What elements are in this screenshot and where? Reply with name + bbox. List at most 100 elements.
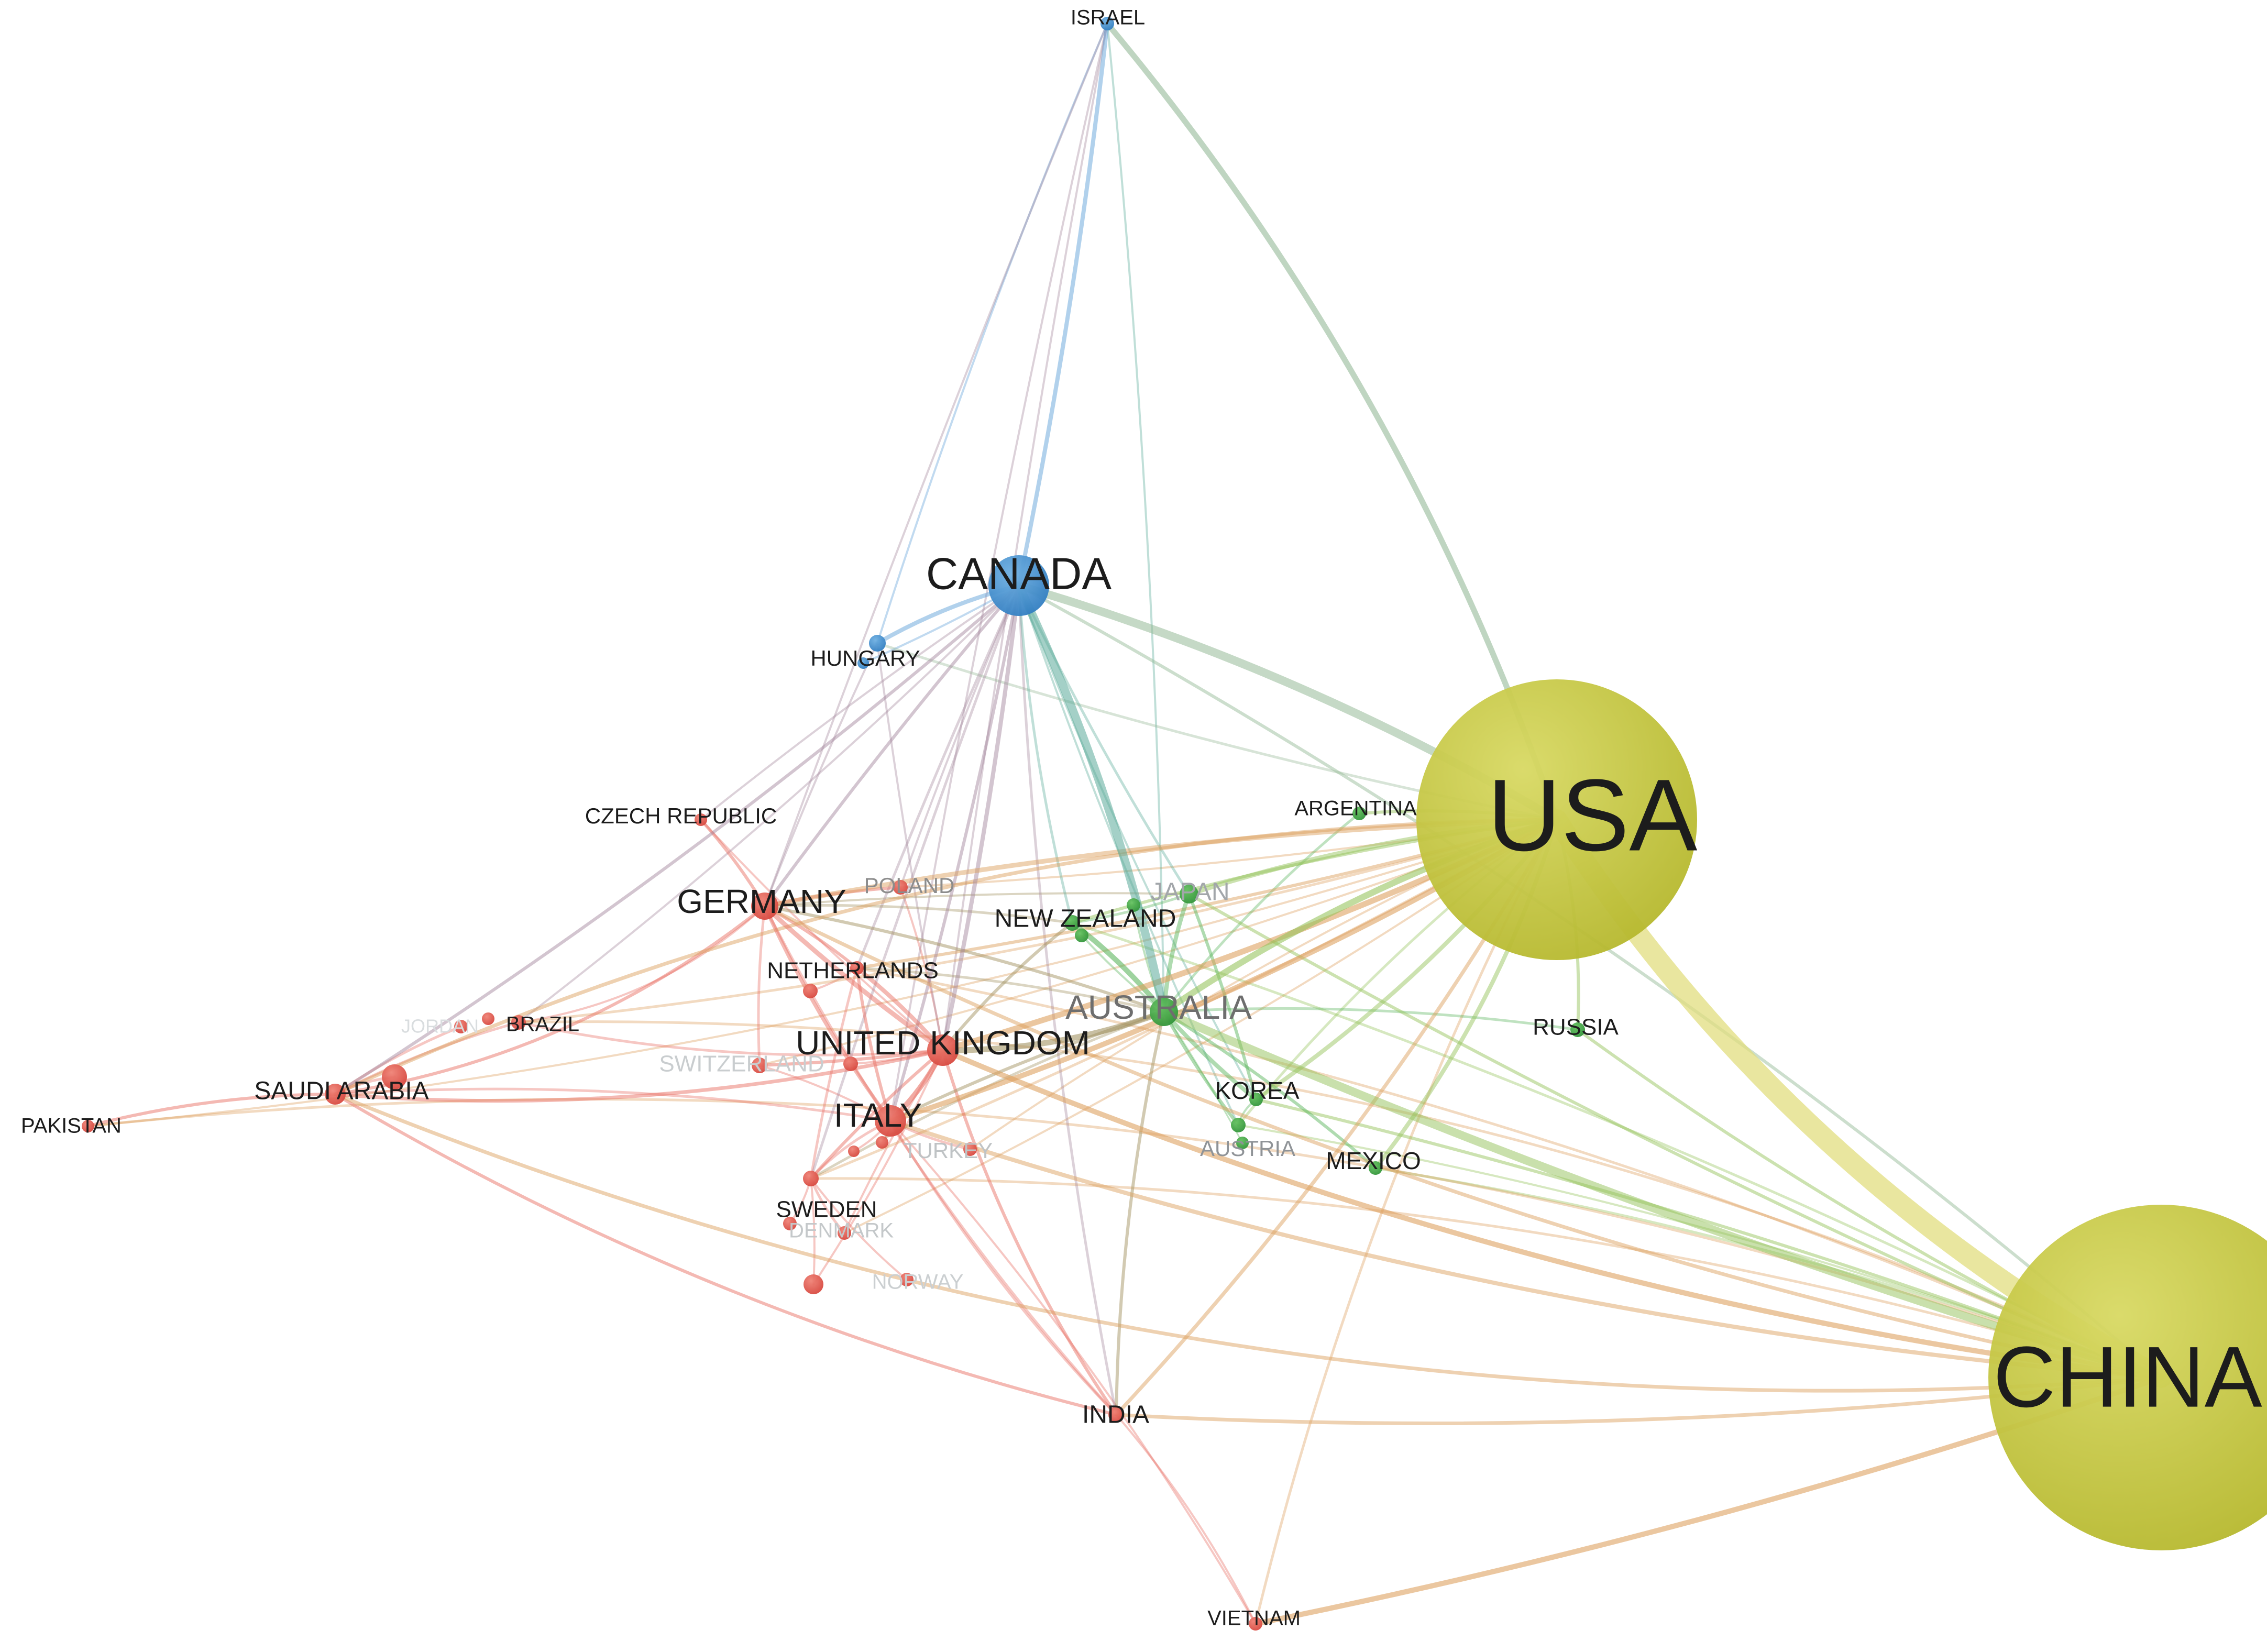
edge-israel-italy — [889, 23, 1108, 1122]
edge-canada-uk — [941, 583, 1021, 1052]
edge-germany-italy — [763, 904, 893, 1123]
edge-canada-italy — [889, 584, 1020, 1122]
edge-china-sweden — [809, 1177, 2163, 1379]
unlabeled-node-r4[interactable] — [482, 1012, 494, 1025]
edge-germany-brazil — [518, 905, 766, 1023]
node-canada[interactable] — [988, 555, 1049, 616]
node-china[interactable] — [1988, 1205, 2267, 1550]
node-norway[interactable] — [900, 1273, 914, 1286]
node-label-korea: KOREA — [1215, 1077, 1299, 1104]
edge-australia-germany — [763, 905, 1165, 1014]
node-label-vietnam: VIETNAM — [1207, 1607, 1301, 1630]
unlabeled-node-r3[interactable] — [382, 1064, 407, 1089]
node-uk[interactable] — [927, 1034, 959, 1066]
edge-germany-poland — [763, 886, 902, 908]
node-label-argentina: ARGENTINA — [1294, 797, 1417, 820]
node-netherlands[interactable] — [850, 961, 864, 975]
node-nz[interactable] — [1064, 915, 1080, 931]
unlabeled-node-r2[interactable] — [803, 984, 818, 998]
node-label-norway: NORWAY — [872, 1271, 964, 1294]
node-label-brazil: BRAZIL — [506, 1013, 579, 1036]
node-hungary[interactable] — [869, 635, 886, 652]
edge-italy-switzerland — [758, 1064, 892, 1122]
node-label-turkey: TURKEY — [904, 1138, 993, 1163]
unlabeled-node-r1[interactable] — [843, 1056, 858, 1071]
unlabeled-node-r6[interactable] — [804, 1274, 823, 1294]
edge-japan-germany — [764, 892, 1190, 907]
edge-canada-sweden — [809, 584, 1020, 1180]
node-poland[interactable] — [893, 880, 908, 895]
edge-china-brazil — [517, 1020, 2163, 1379]
edge-italy-saudi — [334, 1087, 892, 1122]
edge-canada-brazil — [518, 585, 1020, 1023]
edge-australia-netherlands — [855, 966, 1165, 1014]
node-label-pakistan: PAKISTAN — [21, 1115, 122, 1138]
node-sweden[interactable] — [803, 1171, 819, 1186]
unlabeled-node-nz2[interactable] — [1075, 929, 1088, 942]
node-italy[interactable] — [875, 1105, 906, 1137]
unlabeled-node-r7[interactable] — [848, 1146, 860, 1157]
edge-r6-sweden — [810, 1177, 816, 1285]
edge-australia-india — [1115, 1010, 1165, 1416]
labels-layer: ISRAEL CANADA HUNGARY USA CHINA ARGENTINA RUSS… — [21, 6, 2262, 1630]
edge-germany-uk — [762, 904, 945, 1053]
node-label-italy: ITALY — [834, 1096, 922, 1134]
edge-china-netherlands — [855, 966, 2163, 1379]
nodes-layer — [82, 17, 2267, 1631]
node-korea[interactable] — [1249, 1093, 1263, 1106]
node-russia[interactable] — [1570, 1022, 1585, 1037]
node-vietnam[interactable] — [1249, 1617, 1262, 1631]
unlabeled-node-g1[interactable] — [1127, 898, 1140, 912]
edge-saudi-india — [334, 1093, 1118, 1416]
edge-germany-switzerland — [757, 905, 766, 1067]
edge-canada-czech — [700, 585, 1020, 821]
node-argentina[interactable] — [1352, 807, 1366, 820]
edge-r6-uk — [812, 1049, 944, 1285]
edge-saudi-brazil — [334, 1021, 520, 1096]
edge-saudi-pakistan — [86, 1093, 337, 1128]
edge-uk-brazil — [517, 1021, 944, 1056]
node-switzerland[interactable] — [752, 1058, 767, 1073]
unlabeled-node-r5[interactable] — [783, 1217, 797, 1230]
edge-china-nz — [1071, 921, 2163, 1379]
node-brazil[interactable] — [511, 1015, 526, 1030]
node-label-uk: UNITED KINGDOM — [796, 1024, 1090, 1062]
edge-uk-sweden — [809, 1049, 944, 1180]
node-germany[interactable] — [751, 893, 778, 920]
edge-canada-australia — [1015, 581, 1168, 1016]
node-australia[interactable] — [1150, 998, 1178, 1026]
edge-israel-uk — [942, 23, 1108, 1051]
edge-usa-brazil — [517, 818, 1558, 1024]
edge-israel-hungary — [876, 23, 1108, 644]
node-jordan[interactable] — [454, 1020, 468, 1033]
node-usa[interactable] — [1416, 679, 1697, 960]
edge-usa-pakistan — [87, 819, 1558, 1127]
unlabeled-node-au2[interactable] — [1236, 1137, 1249, 1149]
edge-india-vietnam — [1115, 1414, 1257, 1625]
node-mexico[interactable] — [1369, 1161, 1382, 1175]
unlabeled-node-r8[interactable] — [876, 1136, 888, 1149]
node-czech[interactable] — [695, 813, 707, 826]
node-japan[interactable] — [1180, 885, 1198, 904]
edge-germany-china — [763, 904, 2163, 1380]
node-austria[interactable] — [1231, 1118, 1246, 1132]
edge-czech-uk — [700, 819, 944, 1051]
node-label-denmark: DENMARK — [789, 1219, 894, 1242]
node-israel[interactable] — [1101, 17, 1114, 30]
node-turkey[interactable] — [963, 1142, 977, 1156]
edge-australia-austria — [1162, 1010, 1240, 1127]
edge-canada-nz — [1017, 584, 1074, 924]
node-denmark[interactable] — [838, 1226, 851, 1240]
node-label-hungary: HUNGARY — [810, 646, 920, 670]
node-label-sweden: SWEDEN — [776, 1197, 877, 1223]
edge-italy-china — [888, 1119, 2163, 1380]
edge-australia-argentina — [1162, 812, 1361, 1014]
unlabeled-node-hun2[interactable] — [857, 657, 869, 669]
node-pakistan[interactable] — [82, 1120, 94, 1132]
node-india[interactable] — [1108, 1407, 1124, 1423]
node-label-canada: CANADA — [926, 549, 1112, 599]
edge-netherlands-italy — [855, 966, 892, 1122]
edge-canada-saudi — [334, 584, 1020, 1096]
edge-canada-china — [1017, 584, 2163, 1379]
node-saudi[interactable] — [325, 1084, 346, 1105]
